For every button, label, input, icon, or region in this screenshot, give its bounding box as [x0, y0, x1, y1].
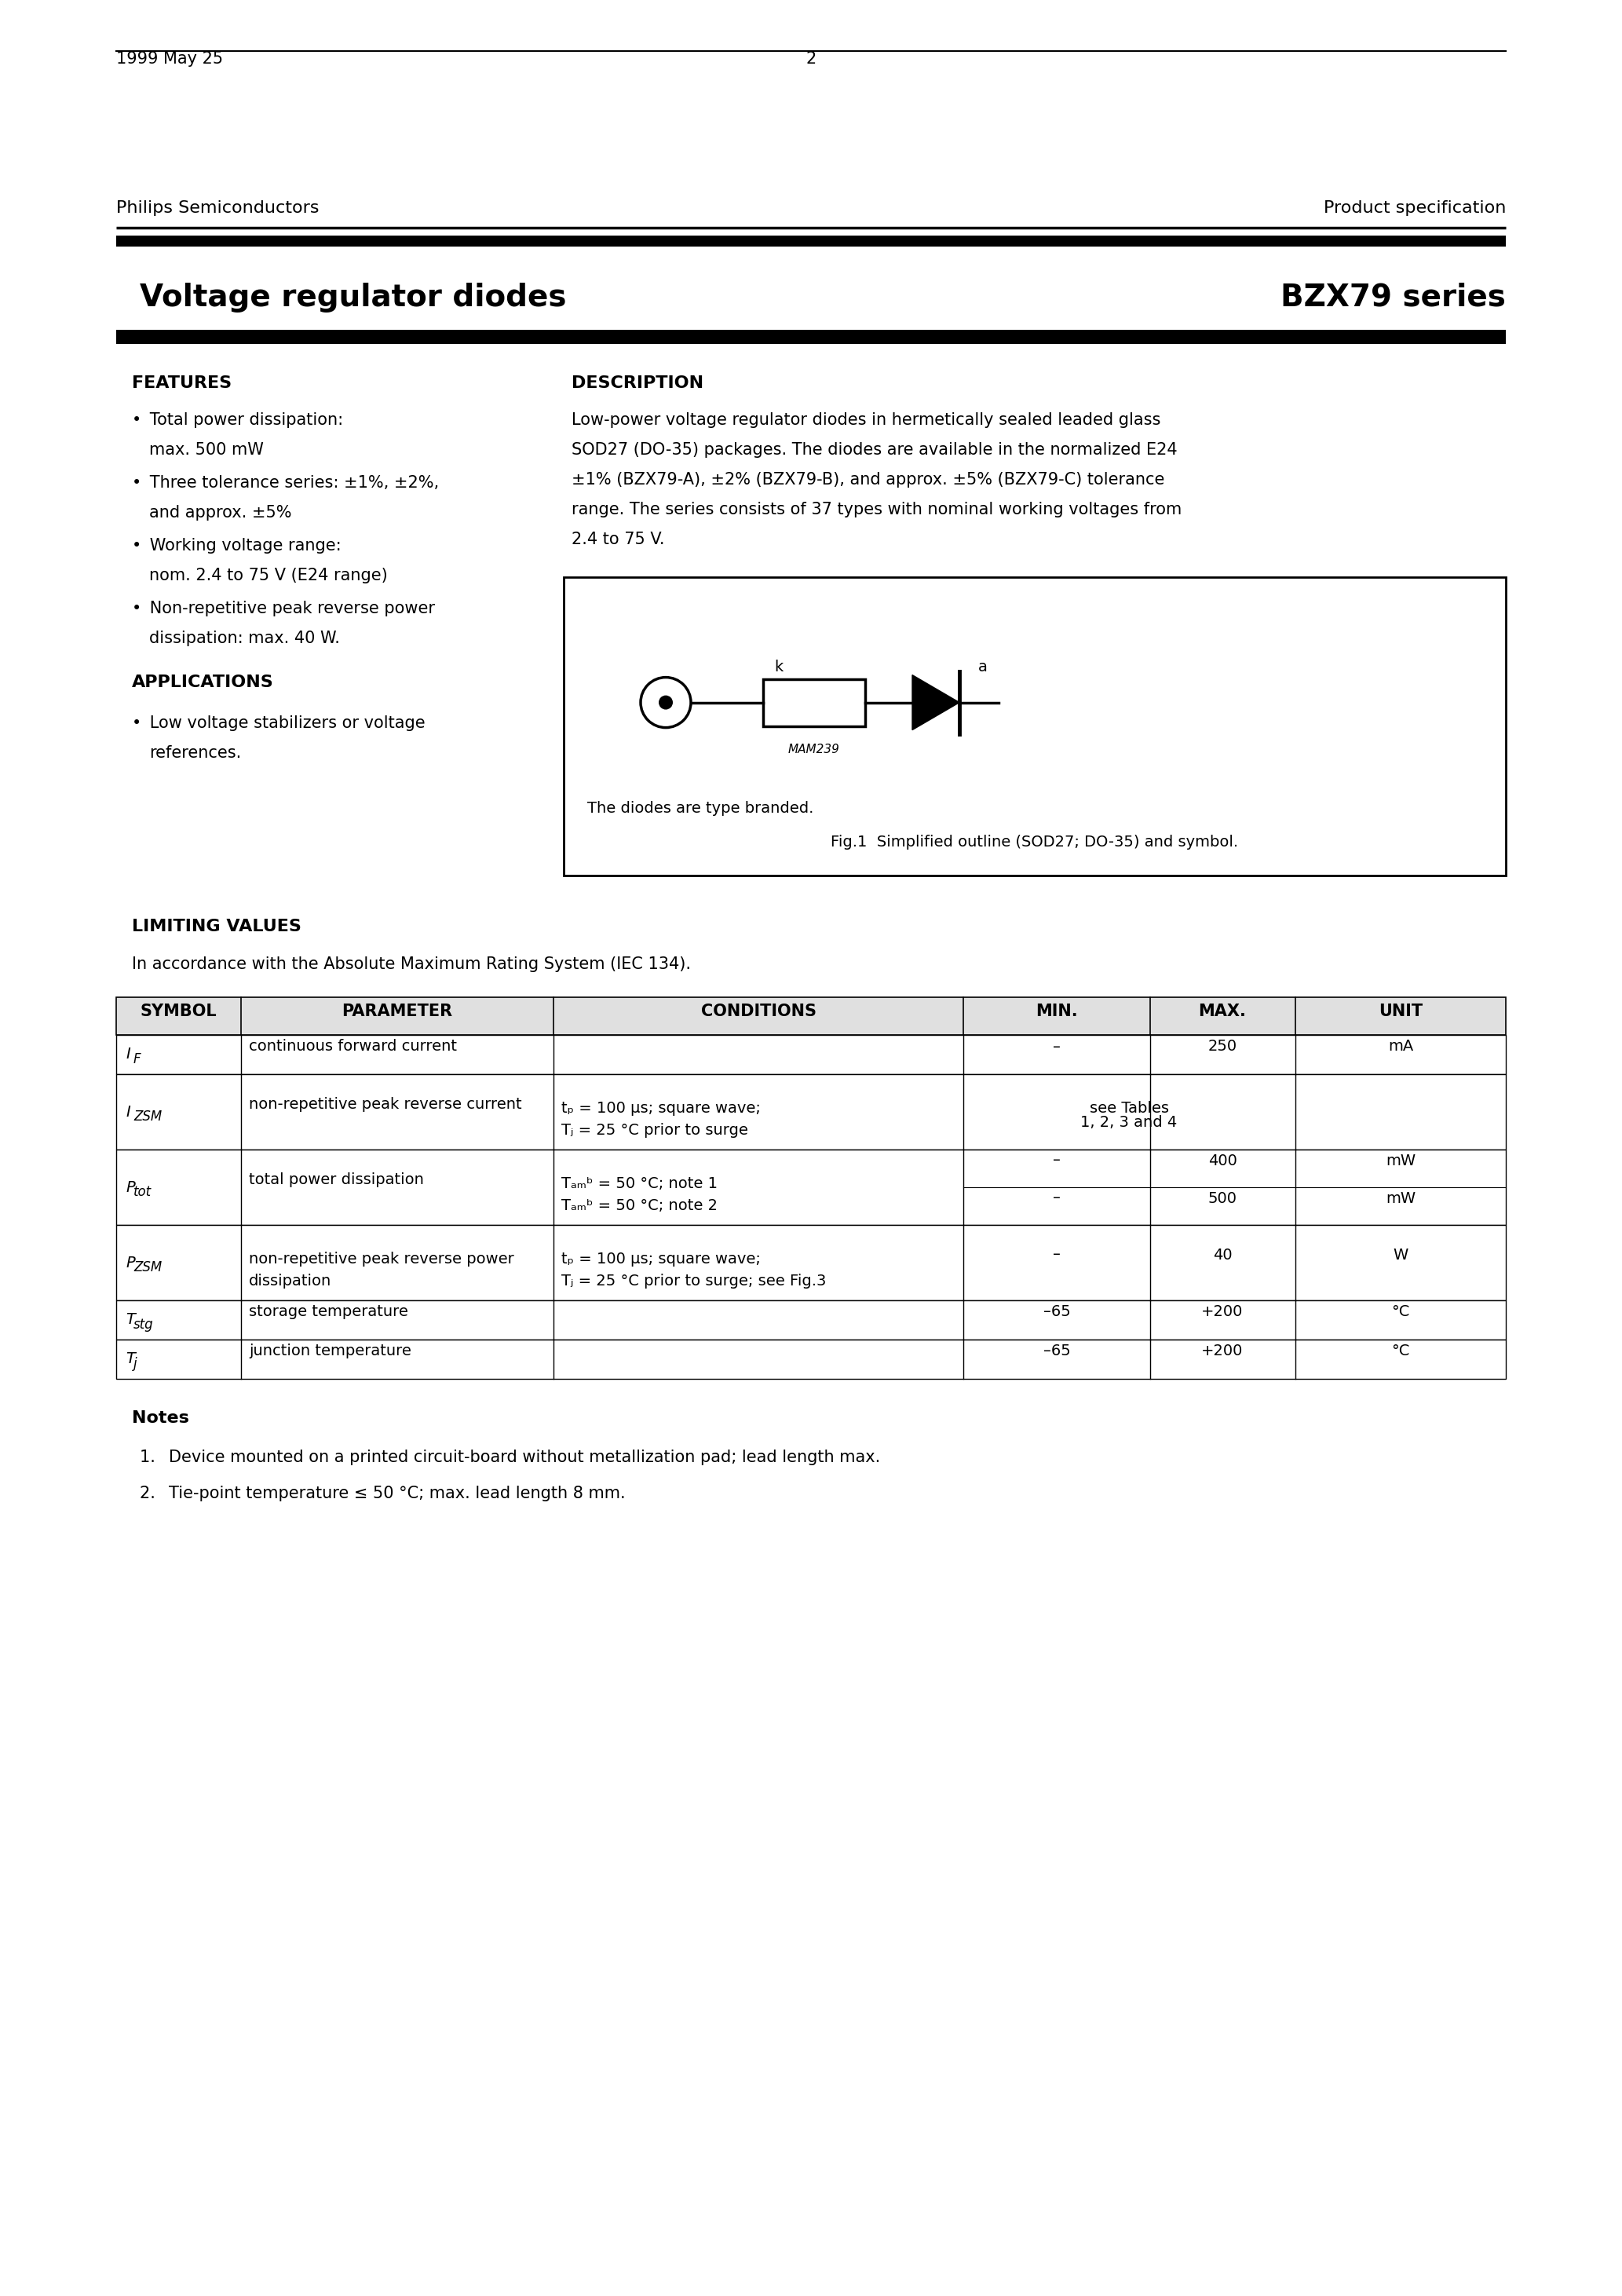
Text: 2.4 to 75 V.: 2.4 to 75 V. — [571, 533, 665, 546]
Text: P: P — [125, 1180, 135, 1194]
Bar — [117, 1300, 1505, 1339]
Text: non-repetitive peak reverse power: non-repetitive peak reverse power — [248, 1251, 514, 1267]
Text: storage temperature: storage temperature — [248, 1304, 409, 1320]
Text: °C: °C — [1392, 1304, 1410, 1320]
Text: Fig.1  Simplified outline (SOD27; DO-35) and symbol.: Fig.1 Simplified outline (SOD27; DO-35) … — [830, 836, 1239, 850]
Text: mA: mA — [1388, 1040, 1413, 1054]
Text: SYMBOL: SYMBOL — [139, 1003, 217, 1019]
Text: see Tables: see Tables — [1090, 1100, 1168, 1116]
Text: MIN.: MIN. — [1036, 1003, 1077, 1019]
Text: ±1% (BZX79-A), ±2% (BZX79-B), and approx. ±5% (BZX79-C) tolerance: ±1% (BZX79-A), ±2% (BZX79-B), and approx… — [571, 473, 1165, 487]
Text: –: – — [1053, 1153, 1061, 1169]
Text: –: – — [1053, 1040, 1061, 1054]
Text: continuous forward current: continuous forward current — [248, 1040, 457, 1054]
Text: max. 500 mW: max. 500 mW — [149, 443, 264, 457]
Text: ZSM: ZSM — [133, 1261, 162, 1274]
Text: Tₐₘᵇ = 50 °C; note 2: Tₐₘᵇ = 50 °C; note 2 — [561, 1199, 717, 1212]
Bar — [117, 1226, 1505, 1300]
Text: Tⱼ = 25 °C prior to surge; see Fig.3: Tⱼ = 25 °C prior to surge; see Fig.3 — [561, 1274, 826, 1288]
Text: references.: references. — [149, 746, 242, 760]
Text: stg: stg — [133, 1318, 154, 1332]
Text: T: T — [125, 1313, 135, 1327]
Text: +200: +200 — [1202, 1304, 1244, 1320]
Text: total power dissipation: total power dissipation — [248, 1171, 423, 1187]
Text: I: I — [125, 1104, 130, 1120]
Text: • Non-repetitive peak reverse power: • Non-repetitive peak reverse power — [131, 602, 435, 615]
Text: –: – — [1053, 1247, 1061, 1263]
Circle shape — [659, 696, 673, 709]
Text: 500: 500 — [1208, 1192, 1238, 1205]
Text: Notes: Notes — [131, 1410, 190, 1426]
Text: 1, 2, 3 and 4: 1, 2, 3 and 4 — [1080, 1116, 1178, 1130]
Text: DESCRIPTION: DESCRIPTION — [571, 374, 704, 390]
Bar — [117, 1035, 1505, 1075]
Text: LIMITING VALUES: LIMITING VALUES — [131, 918, 302, 934]
Text: MAX.: MAX. — [1199, 1003, 1246, 1019]
Text: MAM239: MAM239 — [788, 744, 840, 755]
Text: W: W — [1393, 1247, 1408, 1263]
Bar — [117, 1339, 1505, 1380]
Text: dissipation: max. 40 W.: dissipation: max. 40 W. — [149, 631, 341, 645]
Text: tₚ = 100 μs; square wave;: tₚ = 100 μs; square wave; — [561, 1251, 761, 1267]
Text: I: I — [125, 1047, 130, 1063]
Text: 1.  Device mounted on a printed circuit-board without metallization pad; lead le: 1. Device mounted on a printed circuit-b… — [139, 1449, 881, 1465]
Text: F: F — [133, 1052, 141, 1065]
Text: +200: +200 — [1202, 1343, 1244, 1359]
Text: Tₐₘᵇ = 50 °C; note 1: Tₐₘᵇ = 50 °C; note 1 — [561, 1176, 717, 1192]
Text: °C: °C — [1392, 1343, 1410, 1359]
Text: Voltage regulator diodes: Voltage regulator diodes — [139, 282, 566, 312]
Text: mW: mW — [1385, 1153, 1416, 1169]
Text: Philips Semiconductors: Philips Semiconductors — [117, 200, 320, 216]
Bar — [117, 236, 1505, 246]
Text: UNIT: UNIT — [1379, 1003, 1422, 1019]
Text: CONDITIONS: CONDITIONS — [701, 1003, 816, 1019]
Text: non-repetitive peak reverse current: non-repetitive peak reverse current — [248, 1097, 522, 1111]
Text: tₚ = 100 μs; square wave;: tₚ = 100 μs; square wave; — [561, 1100, 761, 1116]
Bar — [564, 576, 1505, 875]
Text: • Working voltage range:: • Working voltage range: — [131, 537, 341, 553]
Text: PARAMETER: PARAMETER — [342, 1003, 453, 1019]
Bar — [117, 1075, 1505, 1150]
Text: 1999 May 25: 1999 May 25 — [117, 51, 224, 67]
Text: j: j — [133, 1357, 138, 1371]
Bar — [762, 680, 865, 726]
Text: mW: mW — [1385, 1192, 1416, 1205]
Text: tot: tot — [133, 1185, 151, 1199]
Text: ZSM: ZSM — [133, 1109, 162, 1123]
Text: dissipation: dissipation — [248, 1274, 331, 1288]
Text: 400: 400 — [1208, 1153, 1238, 1169]
Text: 2: 2 — [806, 51, 816, 67]
Text: nom. 2.4 to 75 V (E24 range): nom. 2.4 to 75 V (E24 range) — [149, 567, 388, 583]
Text: Tⱼ = 25 °C prior to surge: Tⱼ = 25 °C prior to surge — [561, 1123, 748, 1139]
Text: P: P — [125, 1256, 135, 1270]
Text: APPLICATIONS: APPLICATIONS — [131, 675, 274, 691]
Text: T: T — [125, 1352, 135, 1366]
Bar — [117, 331, 1505, 344]
Text: k: k — [774, 659, 783, 675]
Text: In accordance with the Absolute Maximum Rating System (IEC 134).: In accordance with the Absolute Maximum … — [131, 957, 691, 971]
Text: FEATURES: FEATURES — [131, 374, 232, 390]
Text: • Low voltage stabilizers or voltage: • Low voltage stabilizers or voltage — [131, 716, 425, 730]
Text: a: a — [978, 659, 988, 675]
Text: 2.  Tie-point temperature ≤ 50 °C; max. lead length 8 mm.: 2. Tie-point temperature ≤ 50 °C; max. l… — [139, 1486, 626, 1502]
Text: –65: –65 — [1043, 1343, 1071, 1359]
Text: SOD27 (DO-35) packages. The diodes are available in the normalized E24: SOD27 (DO-35) packages. The diodes are a… — [571, 443, 1178, 457]
Text: The diodes are type branded.: The diodes are type branded. — [587, 801, 814, 815]
Text: Product specification: Product specification — [1324, 200, 1505, 216]
Text: 250: 250 — [1208, 1040, 1238, 1054]
Text: –65: –65 — [1043, 1304, 1071, 1320]
Text: –: – — [1053, 1192, 1061, 1205]
Text: • Total power dissipation:: • Total power dissipation: — [131, 413, 344, 427]
Text: 40: 40 — [1213, 1247, 1233, 1263]
Text: range. The series consists of 37 types with nominal working voltages from: range. The series consists of 37 types w… — [571, 503, 1182, 517]
Text: Low-power voltage regulator diodes in hermetically sealed leaded glass: Low-power voltage regulator diodes in he… — [571, 413, 1161, 427]
Text: and approx. ±5%: and approx. ±5% — [149, 505, 292, 521]
Text: junction temperature: junction temperature — [248, 1343, 412, 1359]
Text: • Three tolerance series: ±1%, ±2%,: • Three tolerance series: ±1%, ±2%, — [131, 475, 440, 491]
Polygon shape — [912, 675, 959, 730]
Bar — [117, 996, 1505, 1035]
Bar — [117, 1150, 1505, 1226]
Text: BZX79 series: BZX79 series — [1281, 282, 1505, 312]
